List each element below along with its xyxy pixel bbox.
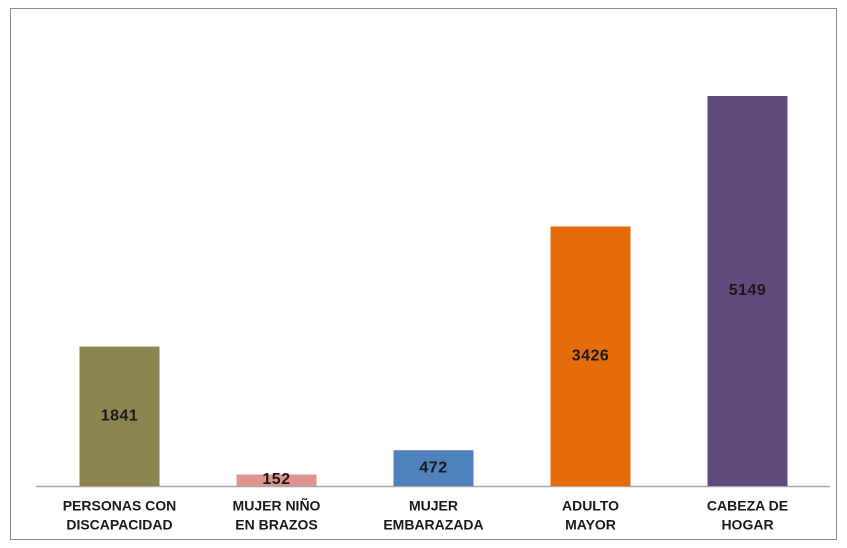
x-tick-label: EMBARAZADA [383, 517, 483, 533]
x-tick-label: CABEZA DE [707, 498, 788, 514]
x-tick-label: MAYOR [565, 517, 616, 533]
x-tick-label: HOGAR [721, 517, 773, 533]
x-tick-label: EN BRAZOS [235, 517, 317, 533]
value-label: 3426 [572, 347, 610, 364]
x-tick-label: ADULTO [562, 498, 619, 514]
x-tick-label: PERSONAS CON [63, 498, 177, 514]
bar [550, 226, 631, 487]
x-tick-label: DISCAPACIDAD [66, 517, 172, 533]
value-label: 5149 [729, 282, 767, 299]
x-tick-label: MUJER NIÑO [233, 497, 321, 514]
value-label: 152 [262, 471, 290, 488]
bar [393, 450, 474, 486]
value-label: 1841 [101, 407, 139, 424]
bar [79, 346, 160, 486]
bar [236, 474, 317, 486]
bar [707, 96, 788, 486]
x-tick-label: MUJER [409, 498, 458, 514]
value-label: 472 [419, 459, 447, 476]
